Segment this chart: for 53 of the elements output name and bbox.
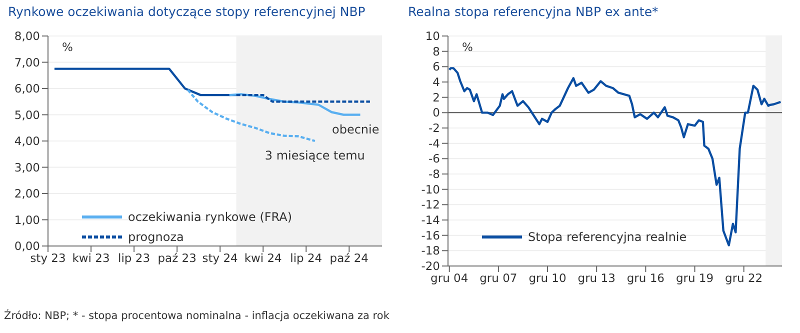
- x-tick-label: gru 22: [725, 271, 763, 286]
- line-series: [186, 88, 316, 142]
- y-tick-label: -10: [421, 182, 440, 196]
- y-axis-title: %: [462, 40, 473, 54]
- y-tick-label: -14: [421, 213, 440, 228]
- annotation: obecnie: [332, 122, 380, 136]
- y-tick-label: 0,00: [14, 239, 40, 254]
- y-tick-label: 8,00: [14, 29, 40, 44]
- y-tick-label: -12: [421, 198, 440, 212]
- x-tick-label: kwi 24: [244, 251, 282, 266]
- annotation: 3 miesiące temu: [264, 148, 365, 163]
- y-tick-label: 2,00: [14, 186, 40, 201]
- line-series: [228, 93, 362, 116]
- x-tick-label: gru 19: [676, 271, 714, 286]
- text: Źródło: NBP; * - stopa procentowa nominalna - inflacja oczekiwana za rok: [3, 310, 390, 322]
- y-tick-label: 8: [432, 44, 440, 58]
- y-tick-label: -16: [421, 228, 440, 242]
- y-tick-label: -2: [428, 121, 440, 136]
- y-tick-label: 2: [432, 90, 440, 104]
- y-tick-label: -4: [428, 136, 440, 150]
- legend-label: Stopa referencyjna realnie: [528, 230, 687, 244]
- y-tick-label: 6,00: [14, 82, 40, 96]
- x-tick-label: paź 24: [330, 251, 368, 266]
- x-tick-label: gru 13: [578, 271, 616, 286]
- chart-title: Realna stopa referencyjna NBP ex ante*: [407, 4, 660, 21]
- x-tick-label: sty 23: [30, 251, 66, 266]
- x-tick-label: gru 07: [480, 271, 518, 286]
- chart-title: Rynkowe oczekiwania dotyczące stopy referencyjnej NBP: [7, 4, 366, 21]
- line-series: [448, 67, 782, 246]
- legend-label: prognoza: [128, 230, 184, 244]
- y-tick-label: -20: [421, 259, 440, 274]
- x-tick-label: gru 10: [528, 271, 566, 286]
- y-tick-label: 10: [425, 29, 440, 44]
- x-tick-label: gru 16: [626, 271, 664, 286]
- y-tick-label: 6: [432, 60, 440, 74]
- y-tick-label: -18: [421, 244, 440, 258]
- y-tick-label: -6: [428, 152, 440, 166]
- y-tick-label: 4,00: [14, 134, 40, 148]
- legend-label: oczekiwania rynkowe (FRA): [128, 210, 292, 224]
- y-tick-label: 5,00: [14, 108, 40, 122]
- y-tick-label: 7,00: [14, 55, 40, 70]
- x-tick-label: sty 24: [202, 251, 238, 266]
- y-tick-label: 4: [432, 75, 440, 90]
- y-tick-label: -8: [428, 167, 440, 182]
- y-tick-label: 1,00: [14, 212, 40, 227]
- x-tick-label: gru 04: [430, 271, 468, 286]
- x-tick-label: kwi 23: [72, 251, 110, 266]
- y-axis-title: %: [62, 40, 73, 54]
- y-tick-label: 3,00: [14, 160, 40, 174]
- x-tick-label: lip 24: [290, 251, 322, 266]
- x-tick-label: paź 23: [158, 251, 196, 266]
- x-tick-label: lip 23: [118, 251, 150, 266]
- y-tick-label: 0: [432, 106, 440, 120]
